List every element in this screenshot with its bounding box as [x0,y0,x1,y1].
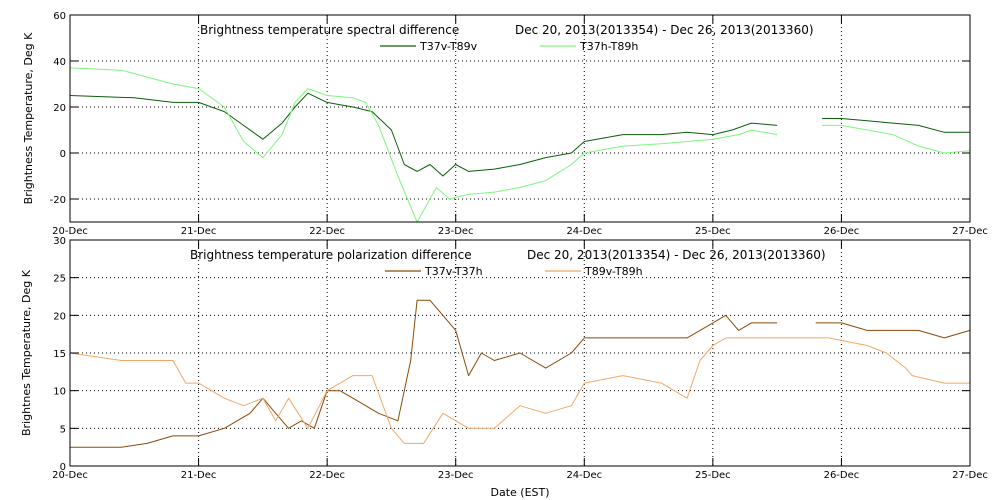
y-tick-label: 0 [60,462,66,473]
y-tick-label: 60 [53,11,66,22]
x-tick-label: 22-Dec [309,470,345,481]
x-tick-label: 23-Dec [438,470,474,481]
series-t37v-t89v [69,92,970,177]
x-tick-label: 27-Dec [952,226,988,237]
series-line [69,67,778,223]
legend-entry: T37v-T37h [385,265,483,278]
x-tick-label: 20-Dec [52,226,88,237]
chart-title: Brightness temperature polarization diff… [190,248,472,262]
y-tick-label: 0 [60,149,66,160]
y-axis-label: Brightness Temperature, Deg K [22,32,35,204]
y-axis-label: Brightnes Temperature, Deg K [20,269,33,436]
series-line [69,92,778,177]
x-tick-label: 27-Dec [952,470,988,481]
y-tick-label: -20 [50,195,66,206]
legend-entry: T89v-T89h [545,265,643,278]
y-tick-label: 30 [53,236,66,247]
series-line [69,337,970,444]
series-line [822,118,970,133]
series-line [70,299,778,448]
x-axis-label: Date (EST) [490,486,549,499]
x-tick-label: 21-Dec [181,470,217,481]
x-tick-label: 24-Dec [566,226,602,237]
legend-entry: T37v-T89v [380,40,478,53]
x-tick-label: 20-Dec [52,470,88,481]
y-tick-label: 20 [53,311,66,322]
polarization-difference-chart: 20-Dec 21-Dec 22-Dec 23-Dec 24-Dec 25-Dec 26-D… [20,236,988,481]
series-t37v-t37h [70,299,971,448]
spectral-difference-chart: 20-Dec 21-Dec 22-Dec 23-Dec 24-Dec 25-Dec 26-D… [22,11,988,237]
plot-frame [69,14,971,223]
x-tick-label: 26-Dec [824,226,860,237]
y-tick-label: 20 [53,103,66,114]
y-tick-label: 25 [53,274,66,285]
y-tick-label: 15 [53,349,66,360]
x-tick-label: 23-Dec [438,226,474,237]
x-tick-label: 26-Dec [824,470,860,481]
legend-label: T37v-T37h [424,265,483,278]
x-tick-label: 25-Dec [695,226,731,237]
legend-label: T37v-T89v [419,40,478,53]
y-tick-label: 40 [53,57,66,68]
y-tick-label: 5 [60,424,66,435]
series-line [815,322,971,339]
x-tick-label: 22-Dec [309,226,345,237]
x-tick-label: 21-Dec [181,226,217,237]
legend-label: T37h-T89h [579,40,638,53]
series-line [822,124,971,154]
y-tick-label: 10 [53,387,66,398]
x-tick-label: 24-Dec [566,470,602,481]
x-tick-label: 25-Dec [695,470,731,481]
date-range-label: Dec 20, 2013(2013354) - Dec 26, 2013(201… [527,248,826,262]
series-t89v-t89h [69,337,970,444]
chart-title: Brightness temperature spectral differen… [200,23,459,37]
date-range-label: Dec 20, 2013(2013354) - Dec 26, 2013(201… [515,23,814,37]
grid [70,15,970,222]
legend-label: T89v-T89h [584,265,643,278]
grid [70,240,970,466]
legend-entry: T37h-T89h [540,40,638,53]
